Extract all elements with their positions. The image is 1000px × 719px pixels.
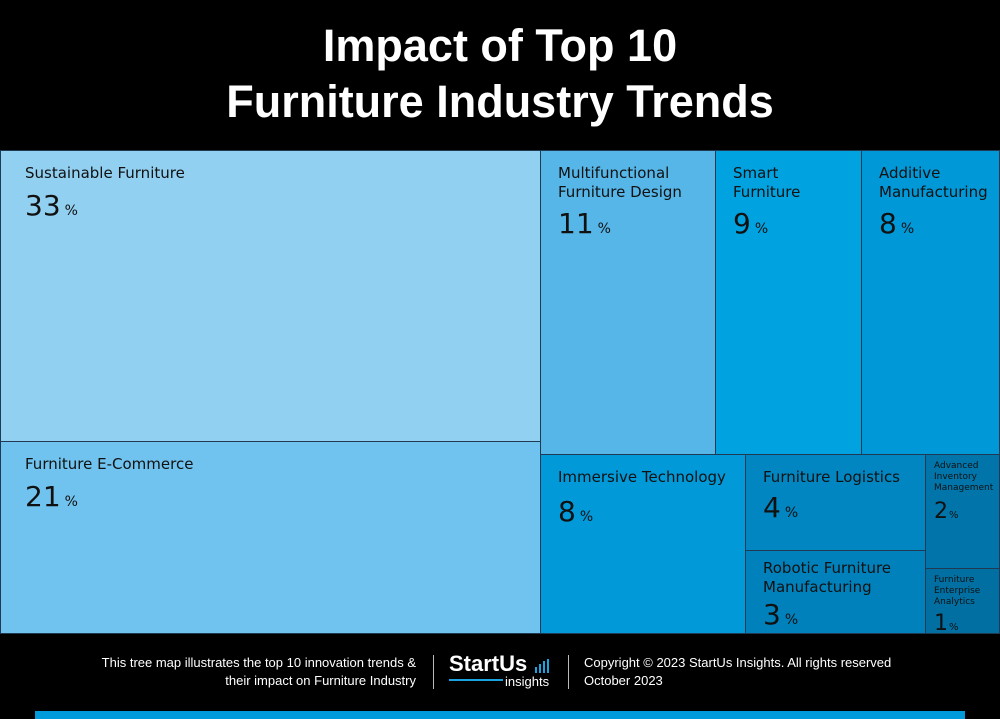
footer-divider-right [568,655,569,689]
logo-underline [449,679,503,681]
cell-furniture-e-commerce: Furniture E-Commerce 21% [0,441,541,634]
cell-robotic-furniture-manufacturing: Robotic Furniture Manufacturing 3% [745,550,926,634]
cell-label: Furniture E-Commerce [25,455,194,473]
logo-sub: insights [505,674,550,689]
footer-description: This tree map illustrates the top 10 inn… [102,654,416,690]
footer-description-line-2: their impact on Furniture Industry [225,673,416,688]
logo-brand: StartUs [449,651,528,676]
cell-value: 2% [934,499,959,524]
bar-chart-icon [535,659,551,673]
cell-value: 4% [763,491,799,524]
startus-insights-logo: StartUs insights [447,652,555,692]
treemap: Sustainable Furniture 33% Furniture E-Co… [0,150,1000,634]
chart-title: Impact of Top 10 Furniture Industry Tren… [0,18,1000,130]
cell-label: Furniture Logistics [763,468,900,486]
cell-furniture-enterprise-analytics: Furniture Enterprise Analytics 1% [925,568,1000,634]
footer-copyright: Copyright © 2023 StartUs Insights. All r… [584,654,891,690]
cell-advanced-inventory-management: Advanced Inventory Management 2% [925,454,1000,569]
cell-label: Additive Manufacturing [879,164,988,201]
cell-label: Multifunctional Furniture Design [558,164,682,201]
date-text: October 2023 [584,673,663,688]
cell-label: Furniture Enterprise Analytics [934,575,981,607]
accent-bar [35,711,965,719]
cell-multifunctional-furniture-design: Multifunctional Furniture Design 11% [540,150,716,455]
cell-label: Sustainable Furniture [25,164,185,182]
copyright-text: Copyright © 2023 StartUs Insights. All r… [584,655,892,670]
cell-sustainable-furniture: Sustainable Furniture 33% [0,150,541,442]
cell-furniture-logistics: Furniture Logistics 4% [745,454,926,551]
title-line-2: Furniture Industry Trends [226,76,774,127]
cell-value: 3% [763,598,799,631]
cell-value: 33% [25,189,78,222]
cell-value: 8% [879,207,915,240]
cell-smart-furniture: Smart Furniture 9% [715,150,862,455]
cell-additive-manufacturing: Additive Manufacturing 8% [861,150,1000,455]
title-line-1: Impact of Top 10 [322,20,678,71]
cell-label: Advanced Inventory Management [934,461,994,493]
cell-value: 11% [558,207,611,240]
cell-value: 9% [733,207,769,240]
cell-label: Immersive Technology [558,468,726,486]
cell-value: 8% [558,495,594,528]
cell-value: 1% [934,611,959,634]
cell-immersive-technology: Immersive Technology 8% [540,454,746,634]
cell-value: 21% [25,480,78,513]
footer-description-line-1: This tree map illustrates the top 10 inn… [101,655,416,670]
cell-label: Robotic Furniture Manufacturing [763,559,892,596]
footer-divider-left [433,655,434,689]
cell-label: Smart Furniture [733,164,801,201]
